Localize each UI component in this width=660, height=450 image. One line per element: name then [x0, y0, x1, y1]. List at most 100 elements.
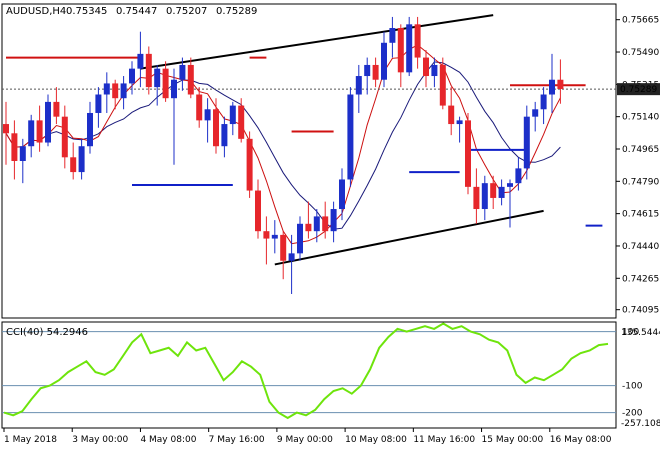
- candle-body: [498, 186, 505, 198]
- trendline: [140, 14, 494, 70]
- candle-body: [213, 109, 219, 147]
- cci-tick-label: -200: [622, 409, 643, 419]
- time-tick-label: 15 May 00:00: [482, 435, 544, 445]
- candle-body: [87, 112, 93, 147]
- price-tick-label: 0.75490: [622, 48, 659, 58]
- grid: [1, 3, 617, 429]
- candle-body: [154, 68, 161, 88]
- candle-body: [103, 83, 110, 95]
- candle-body: [11, 133, 18, 161]
- candle-body: [61, 116, 68, 158]
- candle-body: [532, 109, 539, 117]
- time-tick-label: 16 May 08:00: [550, 435, 612, 445]
- candle-body: [221, 124, 228, 147]
- cci-max-label: 135.5444: [621, 328, 660, 338]
- cci-label: CCI(40) 54.2946: [6, 327, 88, 338]
- candle-body: [171, 79, 177, 99]
- price-tick-label: 0.74440: [622, 242, 659, 252]
- price-tick-label: 0.74615: [622, 210, 659, 220]
- candle-body: [271, 234, 278, 239]
- candle-body: [78, 146, 85, 173]
- candle-body: [305, 223, 312, 232]
- current-price-label: 0.75289: [620, 85, 657, 95]
- cci-line: [3, 322, 609, 420]
- candle-body: [372, 64, 379, 80]
- candle-body: [481, 183, 488, 210]
- candle-body: [246, 138, 253, 191]
- symbol-label: AUDUSD,H4: [6, 6, 66, 17]
- price-tick-label: 0.75665: [622, 16, 659, 26]
- candle-body: [53, 101, 60, 117]
- candle-body: [431, 64, 438, 77]
- candle-body: [364, 64, 371, 77]
- candle-body: [145, 53, 152, 88]
- current-price-tag: [617, 83, 660, 96]
- candle-body: [557, 79, 564, 89]
- candle-body: [280, 234, 287, 261]
- time-tick-label: 1 May 2018: [4, 435, 57, 445]
- candle-body: [355, 76, 362, 95]
- candle-body: [120, 83, 127, 99]
- time-tick-label: 11 May 16:00: [413, 435, 475, 445]
- candle-body: [549, 79, 555, 95]
- axes: 0.756650.754900.753150.751400.749650.747…: [3, 16, 660, 445]
- candle-body: [162, 68, 169, 99]
- candle-body: [19, 146, 26, 161]
- candle-body: [263, 231, 270, 239]
- candles: [3, 16, 564, 294]
- candle-body: [423, 57, 429, 77]
- candle-body: [439, 64, 446, 106]
- candle-body: [28, 120, 35, 147]
- candle-body: [473, 186, 480, 210]
- candle-body: [238, 105, 245, 139]
- candle-body: [414, 24, 421, 58]
- candle-body: [187, 64, 194, 95]
- candle-body: [381, 42, 387, 80]
- time-tick-label: 7 May 16:00: [209, 435, 265, 445]
- candle-body: [255, 190, 261, 232]
- time-tick-label: 10 May 08:00: [345, 435, 407, 445]
- main-frame: [1, 3, 617, 319]
- candle-body: [196, 94, 203, 121]
- candle-body: [112, 83, 119, 99]
- price-tick-label: 0.75140: [622, 113, 659, 123]
- candle-body: [389, 28, 396, 43]
- candle-body: [45, 101, 51, 143]
- candle-body: [36, 120, 43, 143]
- candle-body: [204, 109, 211, 121]
- ma-slow-line: [5, 61, 561, 230]
- candle-body: [137, 53, 144, 69]
- cci-min-label: -257.1088: [621, 419, 660, 429]
- cci-tick-label: -100: [622, 382, 643, 392]
- open-value: 0.75345: [66, 6, 107, 17]
- candle-body: [406, 24, 413, 73]
- low-value: 0.75207: [166, 6, 207, 17]
- candle-body: [490, 183, 497, 198]
- cci-tick-label: 100: [622, 328, 639, 338]
- candle-body: [456, 120, 463, 125]
- candle-body: [129, 68, 135, 84]
- candle-body: [288, 253, 295, 261]
- cci-frame: [1, 321, 617, 429]
- candle-body: [179, 64, 186, 80]
- candle-body: [70, 157, 77, 173]
- candle-body: [322, 216, 329, 232]
- time-tick-label: 4 May 08:00: [140, 435, 196, 445]
- close-value: 0.75289: [216, 6, 257, 17]
- candle-body: [397, 28, 404, 73]
- candle-body: [339, 179, 345, 210]
- candle-body: [523, 116, 530, 169]
- candle-body: [95, 94, 102, 113]
- candle-body: [540, 94, 547, 110]
- cci-layer: 100 -100 -200: [2, 322, 643, 420]
- candle-body: [3, 124, 9, 134]
- candle-body: [465, 120, 471, 187]
- high-value: 0.75447: [116, 6, 157, 17]
- candle-body: [507, 183, 513, 187]
- time-tick-label: 3 May 00:00: [72, 435, 128, 445]
- trendline: [274, 209, 544, 266]
- candle-body: [515, 168, 522, 184]
- time-tick-label: 9 May 00:00: [277, 435, 333, 445]
- price-tick-label: 0.74265: [622, 274, 659, 284]
